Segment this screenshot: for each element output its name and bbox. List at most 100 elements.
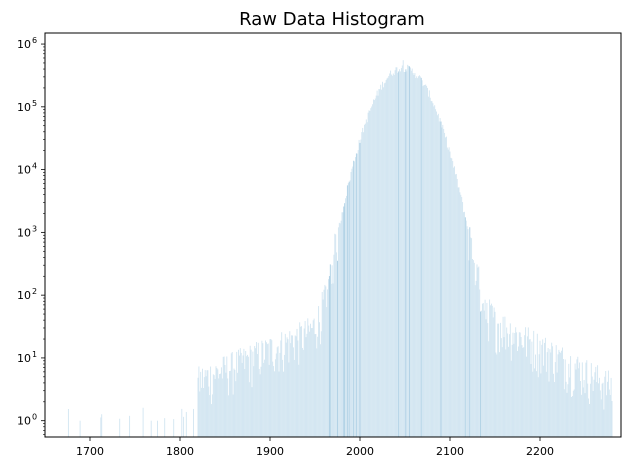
- histogram-bar: [265, 340, 266, 437]
- histogram-bar: [560, 352, 562, 437]
- histogram-bar: [421, 80, 423, 438]
- histogram-bar: [367, 112, 369, 438]
- histogram-bar: [320, 331, 322, 437]
- histogram-bar: [563, 389, 565, 437]
- histogram-bar: [225, 372, 227, 437]
- histogram-bar: [533, 330, 535, 437]
- histogram-bar: [433, 106, 435, 438]
- histogram-bar: [395, 67, 397, 438]
- histogram-bar: [244, 369, 246, 437]
- histogram-bar: [457, 187, 459, 437]
- histogram-bar: [173, 419, 175, 437]
- histogram-bar: [282, 359, 284, 437]
- histogram-bar: [480, 311, 482, 437]
- histogram-bar: [592, 390, 594, 437]
- histogram-bar: [458, 187, 460, 437]
- histogram-bar: [268, 364, 270, 437]
- histogram-bar: [316, 348, 318, 437]
- histogram-bar: [242, 355, 244, 437]
- histogram-bar: [347, 183, 349, 437]
- histogram-bar: [203, 377, 205, 437]
- histogram-bar: [599, 390, 601, 437]
- histogram-bar: [535, 354, 536, 437]
- histogram-bar: [388, 75, 390, 438]
- histogram-bar: [221, 378, 223, 437]
- histogram-bar: [553, 373, 554, 437]
- y-tick-label: 10: [17, 226, 31, 239]
- histogram-bar: [237, 372, 239, 437]
- histogram-bar: [463, 211, 465, 437]
- histogram-bar: [552, 346, 554, 437]
- histogram-bar: [359, 142, 361, 437]
- histogram-bar: [366, 122, 368, 437]
- histogram-bar: [532, 371, 534, 437]
- histogram-bar: [571, 396, 572, 437]
- histogram-bar: [232, 394, 234, 437]
- histogram-bar: [248, 382, 250, 437]
- histogram-bar: [277, 346, 279, 437]
- histogram-bar: [228, 395, 230, 437]
- histogram-bar: [456, 178, 458, 437]
- histogram-bar: [246, 356, 248, 437]
- histogram-bar: [240, 352, 242, 437]
- histogram-bar: [266, 344, 268, 437]
- histogram-bar: [342, 212, 344, 437]
- histogram-bar: [484, 299, 486, 437]
- histogram-bar: [355, 153, 357, 438]
- histogram-bar: [486, 302, 488, 437]
- x-tick-label: 1900: [256, 445, 284, 458]
- histogram-bar: [608, 389, 610, 437]
- histogram-bar: [310, 323, 311, 437]
- histogram-bar: [427, 87, 428, 438]
- histogram-bar: [283, 354, 285, 437]
- histogram-bar: [399, 69, 401, 437]
- x-tick-label: 2200: [526, 445, 554, 458]
- histogram-bar: [101, 414, 103, 437]
- histogram-bar: [79, 420, 81, 437]
- histogram-bar: [256, 342, 257, 437]
- histogram-bar: [516, 332, 518, 437]
- histogram-bar: [304, 321, 306, 437]
- histogram-bar: [299, 322, 301, 437]
- histogram-bar: [211, 394, 213, 437]
- histogram-bar: [346, 185, 348, 437]
- histogram-bar: [215, 366, 217, 437]
- y-tick-label: 10: [17, 164, 31, 177]
- histogram-bar: [297, 340, 299, 437]
- histogram-bar: [382, 81, 383, 437]
- histogram-bar: [517, 346, 519, 437]
- histogram-bar: [258, 368, 260, 437]
- histogram-bar: [424, 84, 426, 438]
- histogram-bar: [576, 359, 578, 437]
- histogram-bar: [381, 89, 383, 437]
- histogram-bar: [583, 380, 585, 437]
- histogram-bar: [481, 310, 482, 437]
- histogram-bar: [371, 106, 373, 438]
- histogram-bar: [306, 333, 308, 437]
- histogram-bar: [431, 101, 433, 437]
- histogram-bar: [274, 371, 275, 437]
- histogram-bar: [273, 366, 275, 437]
- histogram-bar: [476, 264, 478, 437]
- histogram-bar: [206, 370, 208, 437]
- histogram-bar: [546, 352, 548, 437]
- histogram-bar: [418, 76, 419, 437]
- histogram-bar: [239, 348, 241, 437]
- histogram-bar: [314, 334, 316, 437]
- histogram-bar: [312, 320, 314, 437]
- histogram-bar: [343, 206, 345, 437]
- histogram-bar: [220, 367, 222, 437]
- histogram-bar: [508, 334, 510, 437]
- histogram-bar: [473, 262, 475, 437]
- histogram-bar: [520, 336, 522, 437]
- x-tick-label: 2000: [346, 445, 374, 458]
- histogram-bar: [416, 76, 418, 437]
- histogram-bar: [331, 265, 333, 437]
- histogram-bar: [391, 75, 393, 437]
- histogram-bar: [441, 127, 443, 438]
- histogram-bar: [496, 354, 498, 437]
- histogram-bar: [327, 289, 329, 437]
- histogram-bar: [197, 377, 199, 437]
- histogram-bar: [326, 307, 328, 437]
- histogram-bar: [471, 238, 473, 437]
